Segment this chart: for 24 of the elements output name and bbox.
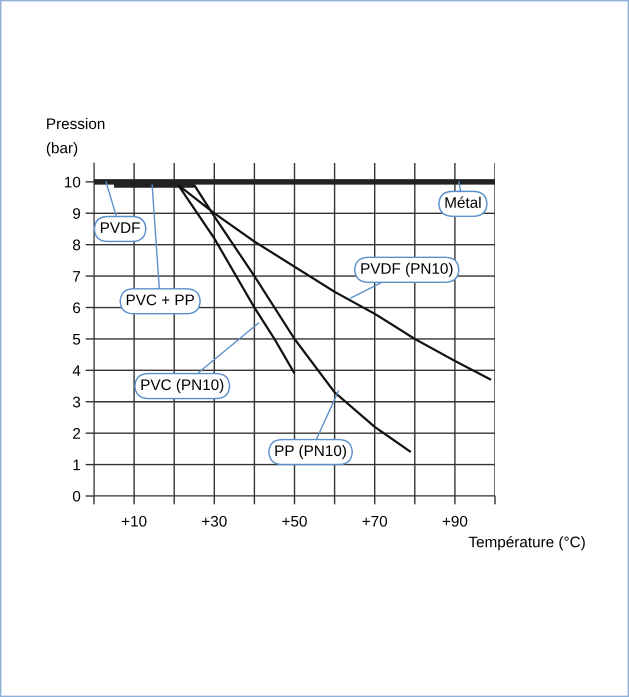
y-tick-label: 4 [72,365,80,376]
annotation: PVDF [100,222,140,233]
annotation: PVC (PN10) [141,378,224,394]
y-tick-label: 1 [73,460,80,470]
x-tick-label: +90 [442,516,468,527]
y-tick-label: 3 [72,396,80,408]
y-tick-label: 2 [73,428,80,439]
y-tick-label: 5 [72,334,80,345]
annotation: PVC + PP [126,294,194,306]
y-tick-label: 10 [64,176,80,188]
annotation: Métal [445,196,481,208]
y-tick-label: 8 [72,240,80,250]
x-axis-title: Température (°C) [468,536,585,550]
y-tick-label: 7 [73,271,80,282]
x-tick-label: +50 [282,516,307,527]
y-tick-label: 9 [73,208,80,219]
x-tick-label: +70 [362,516,388,527]
y-tick-label: 0 [72,490,80,502]
y-axis-title: Pression (bar) [46,118,104,156]
annotation: PVDF (PN10) [361,262,453,277]
x-tick-label: +10 [122,516,146,527]
y-tick-label: 6 [73,302,80,314]
annotation: PP (PN10) [275,444,346,460]
x-tick-label: +30 [202,516,227,527]
